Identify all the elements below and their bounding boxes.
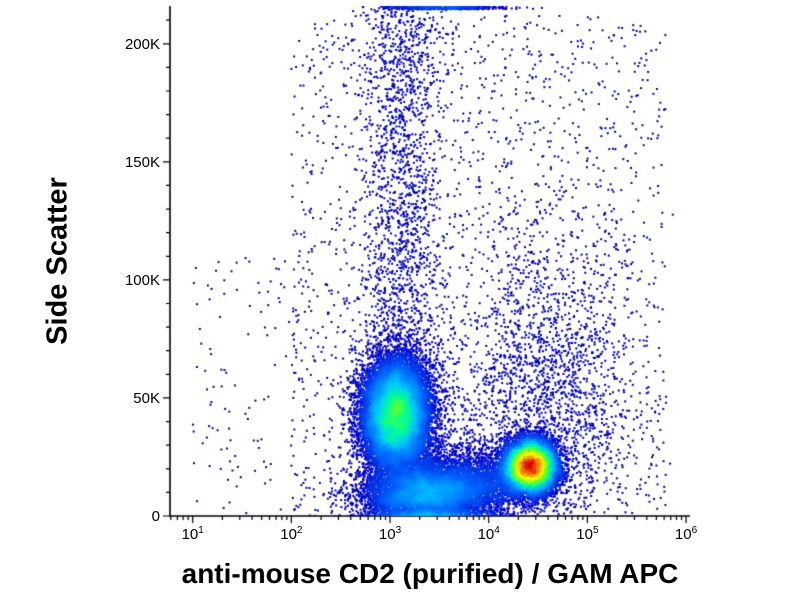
x-axis-title: anti-mouse CD2 (purified) / GAM APC (181, 558, 679, 589)
x-tick-label: 102 (280, 525, 303, 543)
y-tick-label: 200K (124, 35, 160, 53)
y-tick-label: 0 (151, 508, 160, 525)
y-axis-title: Side Scatter (41, 177, 74, 345)
x-tick-label: 104 (477, 525, 500, 543)
x-tick-label: 105 (576, 525, 599, 543)
y-tick-label: 50K (133, 389, 160, 407)
y-tick-label: 150K (124, 153, 160, 171)
y-tick-label: 100K (124, 271, 160, 289)
x-tick-label: 106 (674, 525, 698, 543)
x-tick-label: 103 (378, 525, 402, 543)
x-tick-label: 101 (181, 525, 204, 543)
